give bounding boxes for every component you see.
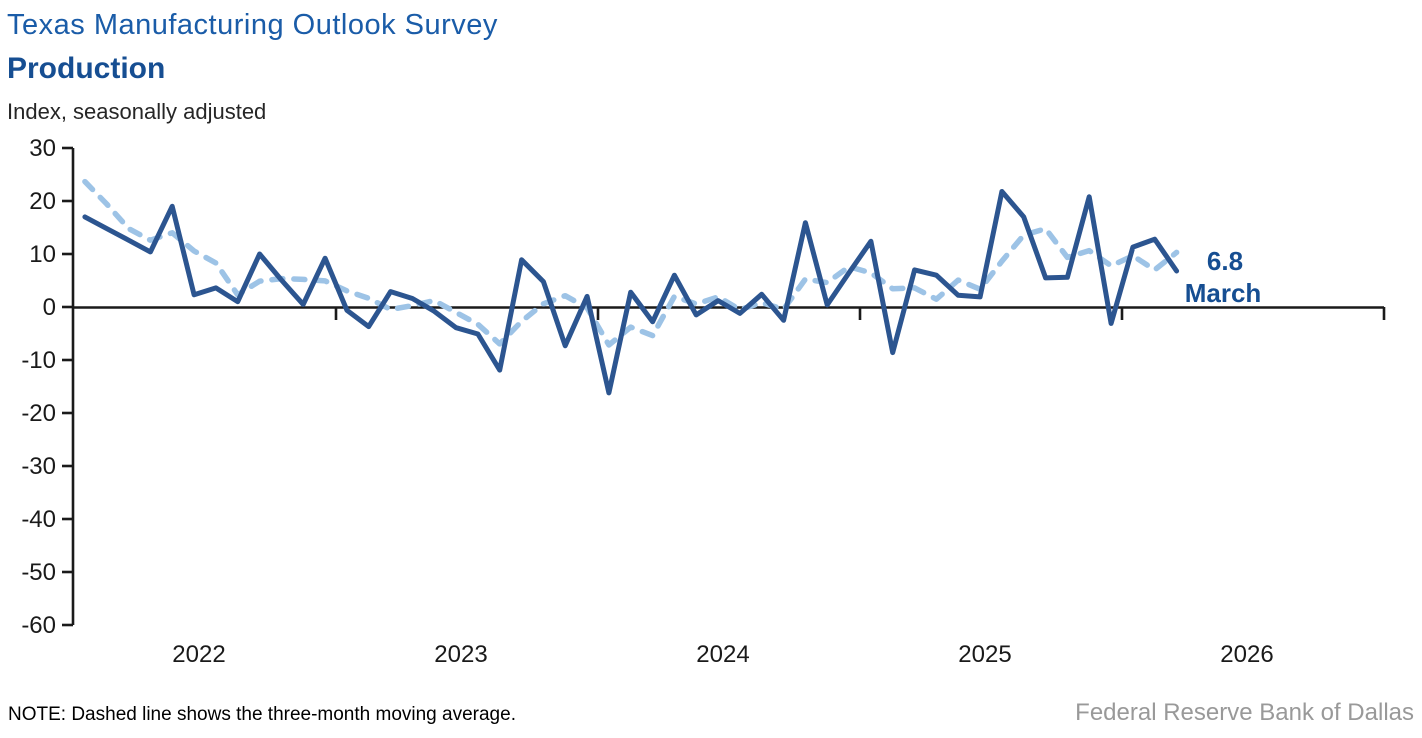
note: NOTE: Dashed line shows the three-month … [8,704,516,725]
x-axis-year-labels: 2022 2023 2024 2025 2026 [172,641,1273,668]
y-tick-label: -30 [21,453,56,480]
x-year-label: 2026 [1220,641,1273,668]
production-line [82,189,1180,396]
y-tick-label: 0 [43,294,56,321]
y-tick-label: 20 [29,188,56,215]
x-year-label: 2024 [696,641,749,668]
y-tick-label: -40 [21,506,56,533]
chart-subtitle: Production [7,52,166,85]
y-axis-caption: Index, seasonally adjusted [7,99,267,124]
moving-average-line [82,178,1180,348]
y-axis-labels: 30 20 10 0 -10 -20 -30 -40 -50 -60 [21,135,56,639]
x-year-label: 2023 [434,641,487,668]
x-year-label: 2022 [172,641,225,668]
latest-value-label: 6.8 [1207,246,1243,276]
y-tick-label: -60 [21,612,56,639]
latest-month-label: March [1185,278,1262,308]
y-tick-label: -50 [21,559,56,586]
chart-title: Texas Manufacturing Outlook Survey [7,9,498,41]
y-tick-label: 10 [29,241,56,268]
y-tick-label: 30 [29,135,56,162]
y-tick-label: -20 [21,400,56,427]
footer-brand: Federal Reserve Bank of Dallas [1075,699,1414,726]
y-tick-label: -10 [21,347,56,374]
y-axis [62,146,75,627]
x-year-label: 2025 [958,641,1011,668]
